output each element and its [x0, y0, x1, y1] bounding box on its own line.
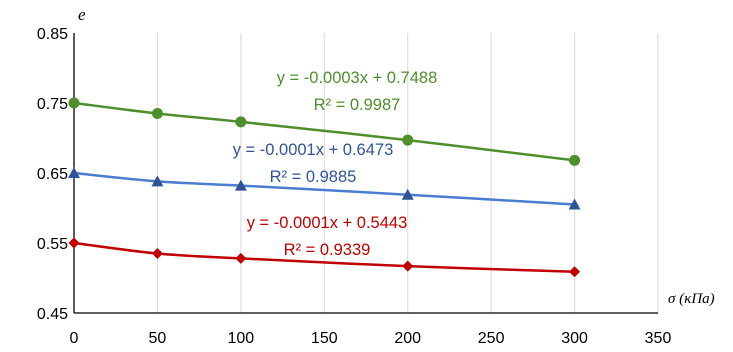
data-point — [568, 198, 581, 210]
x-tick-label: 150 — [311, 330, 338, 347]
x-tick-label: 250 — [478, 330, 505, 347]
data-point — [151, 248, 163, 259]
y-tick-label: 0.75 — [37, 96, 68, 113]
series-line — [73, 171, 575, 206]
y-tick-label: 0.65 — [37, 166, 68, 183]
blue-r2: R² = 0.9885 — [270, 168, 357, 186]
x-tick-label: 200 — [394, 330, 421, 347]
series-line — [73, 241, 575, 273]
blue-equation: y = -0.0001x + 0.6473 — [233, 141, 394, 159]
x-tick-label: 100 — [228, 330, 255, 347]
data-point — [235, 252, 247, 264]
series-group — [68, 97, 581, 278]
x-tick-label: 350 — [645, 330, 672, 347]
data-point — [402, 134, 414, 146]
data-point — [151, 108, 163, 119]
data-point — [235, 116, 247, 128]
red-r2: R² = 0.9339 — [284, 241, 371, 259]
data-point — [68, 237, 80, 249]
data-point — [569, 266, 581, 278]
y-axis-title: e — [78, 5, 86, 24]
y-tick-label: 0.45 — [37, 306, 68, 323]
y-tick-labels: 0.45 0.55 0.65 0.75 0.85 — [37, 26, 68, 323]
data-point — [68, 167, 80, 178]
x-tick-label: 0 — [70, 330, 79, 347]
x-tick-label: 50 — [149, 330, 167, 347]
data-point — [151, 175, 164, 187]
x-tick-label: 300 — [561, 330, 588, 347]
data-point — [234, 179, 247, 191]
green-r2: R² = 0.9987 — [314, 96, 401, 114]
data-point — [569, 154, 581, 166]
grid — [156, 33, 659, 313]
green-equation: y = -0.0003x + 0.7488 — [277, 69, 438, 87]
data-point — [402, 260, 414, 272]
red-equation: y = -0.0001x + 0.5443 — [247, 214, 408, 232]
y-tick-label: 0.55 — [37, 236, 68, 253]
y-tick-label: 0.85 — [37, 26, 68, 43]
data-point — [401, 188, 414, 200]
x-tick-labels: 0 50 100 150 200 250 300 350 — [70, 330, 672, 347]
annotations: y = -0.0003x + 0.7488 R² = 0.9987 y = -0… — [233, 69, 438, 259]
series-line — [73, 101, 575, 162]
x-axis-title: σ (κΠa) — [668, 291, 715, 307]
data-point — [68, 97, 80, 109]
